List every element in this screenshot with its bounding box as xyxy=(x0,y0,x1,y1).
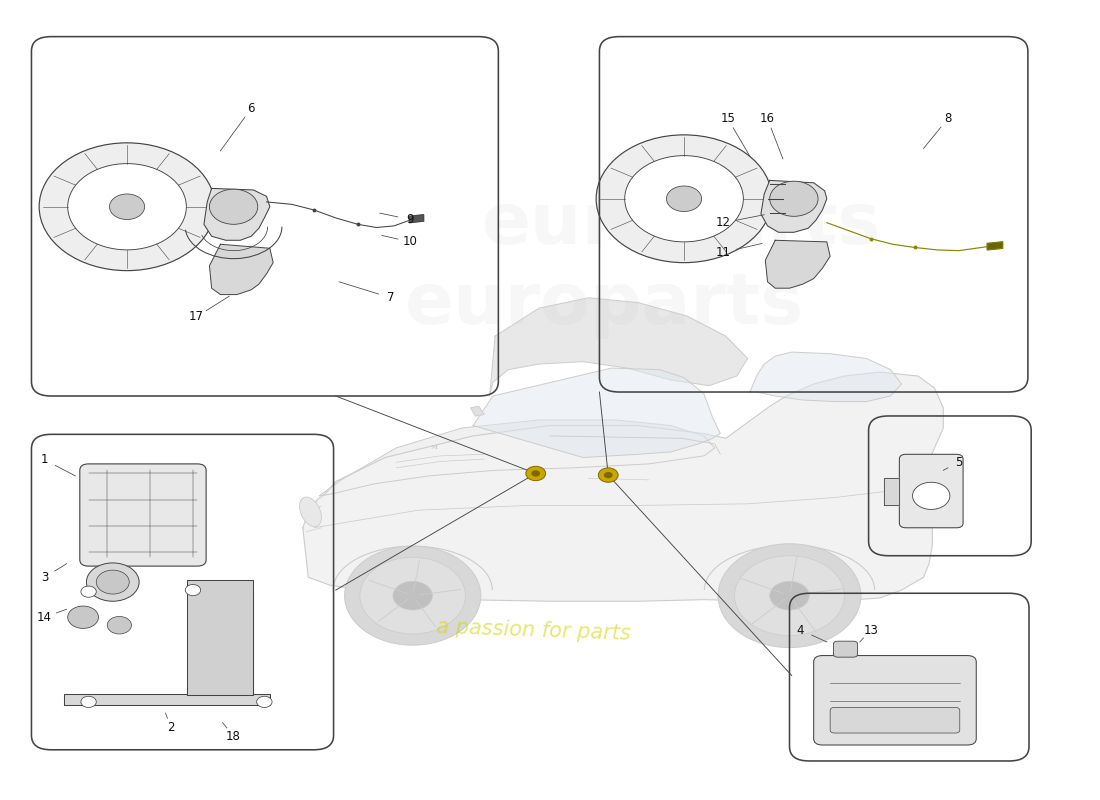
Polygon shape xyxy=(471,406,484,416)
FancyBboxPatch shape xyxy=(900,454,964,528)
Circle shape xyxy=(40,143,214,270)
Text: 13: 13 xyxy=(864,623,878,637)
Polygon shape xyxy=(187,580,253,695)
Circle shape xyxy=(770,582,810,610)
Text: 14: 14 xyxy=(37,610,52,624)
FancyBboxPatch shape xyxy=(834,641,858,657)
Text: 1: 1 xyxy=(41,454,48,466)
Circle shape xyxy=(526,466,546,481)
Circle shape xyxy=(596,135,772,262)
Polygon shape xyxy=(490,298,748,396)
Text: 16: 16 xyxy=(760,112,775,126)
Text: 8: 8 xyxy=(944,112,952,126)
FancyBboxPatch shape xyxy=(80,464,206,566)
Text: 18: 18 xyxy=(227,730,241,742)
Text: 7: 7 xyxy=(387,291,395,304)
Circle shape xyxy=(625,156,744,242)
Text: 12: 12 xyxy=(716,216,732,230)
Polygon shape xyxy=(409,214,424,222)
Circle shape xyxy=(735,556,845,635)
Text: 2: 2 xyxy=(167,721,175,734)
Polygon shape xyxy=(209,244,273,294)
Text: 9: 9 xyxy=(407,213,415,226)
Circle shape xyxy=(97,570,129,594)
Text: europarts: europarts xyxy=(405,270,804,338)
Circle shape xyxy=(598,468,618,482)
Circle shape xyxy=(718,544,861,647)
Text: 17: 17 xyxy=(189,310,204,323)
Text: 4: 4 xyxy=(796,623,804,637)
Circle shape xyxy=(108,617,131,634)
FancyBboxPatch shape xyxy=(814,655,977,745)
Polygon shape xyxy=(204,188,270,240)
Circle shape xyxy=(256,696,272,707)
Circle shape xyxy=(81,586,97,598)
Polygon shape xyxy=(302,372,944,602)
Circle shape xyxy=(913,482,950,510)
Polygon shape xyxy=(987,242,1002,250)
Polygon shape xyxy=(884,478,900,506)
Text: 6: 6 xyxy=(248,102,255,115)
Circle shape xyxy=(531,470,540,477)
Circle shape xyxy=(604,472,613,478)
Text: M: M xyxy=(431,446,438,450)
Text: 15: 15 xyxy=(720,112,736,126)
Text: a passion for parts: a passion for parts xyxy=(436,617,631,643)
Circle shape xyxy=(110,194,144,219)
Circle shape xyxy=(68,164,186,250)
Circle shape xyxy=(87,563,139,602)
FancyBboxPatch shape xyxy=(830,707,960,733)
Circle shape xyxy=(770,181,818,216)
Circle shape xyxy=(360,558,465,634)
Circle shape xyxy=(209,189,257,224)
Circle shape xyxy=(68,606,99,629)
Text: 3: 3 xyxy=(41,570,48,584)
Circle shape xyxy=(667,186,702,211)
Circle shape xyxy=(185,585,200,596)
Circle shape xyxy=(81,696,97,707)
Polygon shape xyxy=(766,240,830,288)
Polygon shape xyxy=(319,420,715,496)
Polygon shape xyxy=(473,368,720,458)
Polygon shape xyxy=(761,180,827,232)
Text: 11: 11 xyxy=(716,246,732,258)
Polygon shape xyxy=(65,588,270,705)
Ellipse shape xyxy=(299,497,321,526)
Text: 5: 5 xyxy=(955,456,962,469)
Polygon shape xyxy=(750,352,902,402)
Circle shape xyxy=(344,546,481,645)
Text: 10: 10 xyxy=(403,235,418,248)
Circle shape xyxy=(393,582,432,610)
Text: europarts: europarts xyxy=(482,190,881,259)
